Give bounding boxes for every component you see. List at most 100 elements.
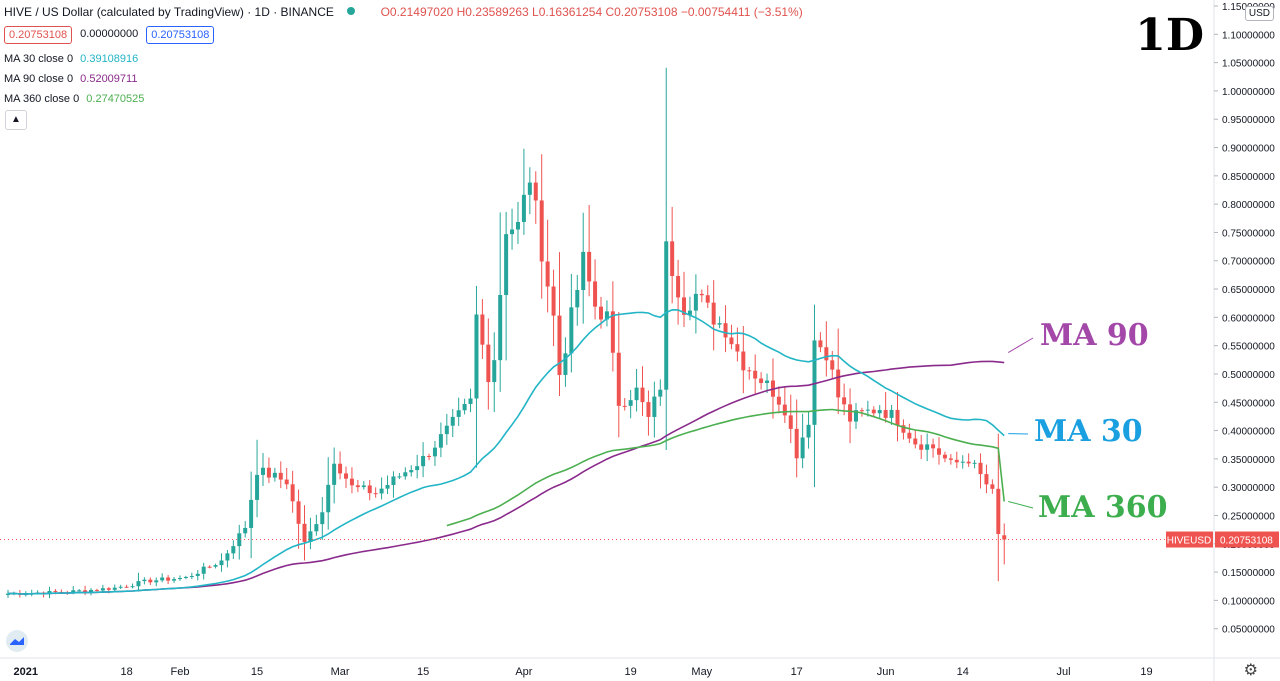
candle-body xyxy=(587,251,592,282)
candle-body xyxy=(937,448,942,455)
candle-body xyxy=(818,340,823,348)
candle-body xyxy=(925,444,930,450)
candle-body xyxy=(735,344,740,352)
ma90-annotation-leader xyxy=(1007,337,1034,354)
candle-body xyxy=(474,314,479,399)
candle-body xyxy=(106,588,111,590)
candle-body xyxy=(438,434,443,448)
candle-body xyxy=(367,485,372,494)
candle-body xyxy=(397,476,402,478)
candle-body xyxy=(320,512,325,525)
candle-body xyxy=(136,581,141,587)
candle-body xyxy=(782,404,787,416)
candle-body xyxy=(575,290,580,308)
candle-body xyxy=(865,409,870,411)
candle-body xyxy=(213,565,218,567)
chevron-up-icon: ▲ xyxy=(11,114,21,125)
x-tick-label: 15 xyxy=(251,666,263,678)
x-tick-label: Mar xyxy=(331,666,350,678)
indicator-value: 0.27470525 xyxy=(86,93,145,105)
candle-body xyxy=(296,501,301,524)
x-tick-label: Apr xyxy=(515,666,532,678)
y-tick-label: 0.35000000 xyxy=(1222,455,1275,466)
buy-price-box[interactable]: 0.20753108 xyxy=(146,26,215,44)
sell-price-box[interactable]: 0.20753108 xyxy=(4,26,73,44)
currency-button[interactable]: USD xyxy=(1244,6,1274,21)
candle-body xyxy=(89,589,94,593)
y-tick-label: 0.90000000 xyxy=(1222,144,1275,155)
candle-body xyxy=(563,353,568,375)
candle-body xyxy=(836,369,841,398)
candle-body xyxy=(942,454,947,459)
candle-body xyxy=(403,472,408,477)
candle-body xyxy=(723,323,728,338)
candle-body xyxy=(954,459,959,463)
candle-body xyxy=(379,488,384,494)
y-tick-label: 1.00000000 xyxy=(1222,87,1275,98)
candle-body xyxy=(272,472,277,478)
candle-body xyxy=(266,467,271,478)
annotation-ma30: MA 30 xyxy=(1034,414,1143,449)
candle-body xyxy=(557,315,562,375)
candle-body xyxy=(344,473,349,479)
candle-body xyxy=(966,461,971,464)
candle-body xyxy=(219,560,224,566)
candle-body xyxy=(687,310,692,315)
candle-body xyxy=(189,575,194,577)
candle-body xyxy=(581,251,586,291)
y-tick-label: 0.60000000 xyxy=(1222,313,1275,324)
candle-body xyxy=(622,405,627,407)
x-tick-label: Feb xyxy=(170,666,189,678)
candle-body xyxy=(515,221,520,230)
candle-body xyxy=(599,306,603,320)
price-boxes: 0.20753108 0.00000000 0.20753108 xyxy=(4,26,215,44)
candle-body xyxy=(551,286,556,316)
candle-body xyxy=(207,566,212,568)
indicator-ma90[interactable]: MA 90 close 0 0.52009711 xyxy=(4,73,137,85)
symbol-title[interactable]: HIVE / US Dollar (calculated by TradingV… xyxy=(4,5,334,19)
current-price-label: 0.20753108 xyxy=(1220,536,1273,547)
candle-body xyxy=(237,533,242,547)
candle-body xyxy=(456,410,461,417)
candle-body xyxy=(788,415,793,429)
candle-body xyxy=(984,474,989,485)
y-tick-label: 0.15000000 xyxy=(1222,568,1275,579)
candle-body xyxy=(812,340,817,425)
candle-body xyxy=(373,493,378,495)
candle-body xyxy=(794,428,799,459)
candle-body xyxy=(658,389,663,397)
collapse-legend-button[interactable]: ▲ xyxy=(5,110,27,130)
candle-body xyxy=(990,484,995,489)
candle-body xyxy=(931,444,936,449)
candle-body xyxy=(130,586,135,588)
candle-body xyxy=(919,444,924,450)
candle-body xyxy=(871,409,876,414)
candle-body xyxy=(326,484,331,513)
indicator-ma30[interactable]: MA 30 close 0 0.39108916 xyxy=(4,53,138,65)
symbol-tag-bg xyxy=(1166,531,1213,548)
candle-body xyxy=(593,281,598,307)
candle-body xyxy=(177,577,182,580)
candle-body xyxy=(112,587,117,590)
candle-body xyxy=(527,182,532,195)
candle-body xyxy=(907,432,912,439)
y-tick-label: 0.50000000 xyxy=(1222,370,1275,381)
candle-body xyxy=(676,276,681,298)
y-tick-label: 0.85000000 xyxy=(1222,172,1275,183)
candle-body xyxy=(361,485,366,488)
x-tick-label: May xyxy=(691,666,712,678)
candle-body xyxy=(693,293,698,311)
candle-body xyxy=(539,200,544,262)
candle-body xyxy=(753,370,758,379)
candle-body xyxy=(711,302,716,325)
candle-body xyxy=(729,337,734,345)
indicator-ma360[interactable]: MA 360 close 0 0.27470525 xyxy=(4,93,144,105)
x-tick-label: 2021 xyxy=(14,666,38,678)
candle-body xyxy=(427,455,432,457)
tradingview-logo-icon[interactable] xyxy=(6,630,28,652)
y-tick-label: 0.40000000 xyxy=(1222,427,1275,438)
candle-body xyxy=(468,398,473,404)
gear-icon[interactable]: ⚙ xyxy=(1243,662,1258,679)
candle-body xyxy=(889,409,894,418)
